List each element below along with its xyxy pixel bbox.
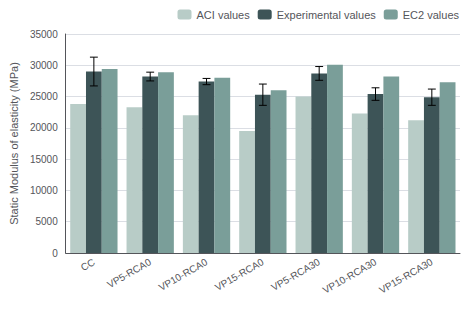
svg-text:25000: 25000 [30, 91, 58, 102]
svg-text:VP15-RCA0: VP15-RCA0 [213, 256, 266, 293]
svg-text:10000: 10000 [30, 185, 58, 196]
svg-text:0: 0 [52, 248, 58, 259]
svg-text:Experimental values: Experimental values [277, 9, 377, 21]
svg-text:35000: 35000 [30, 29, 58, 40]
svg-text:ACI values: ACI values [197, 9, 251, 21]
svg-text:5000: 5000 [35, 216, 58, 227]
svg-text:15000: 15000 [30, 154, 58, 165]
svg-text:VP5-RCA30: VP5-RCA30 [269, 256, 322, 293]
svg-text:EC2 values: EC2 values [403, 9, 460, 21]
svg-text:30000: 30000 [30, 60, 58, 71]
svg-text:VP5-RCA0: VP5-RCA0 [105, 256, 153, 290]
svg-text:VP10-RCA0: VP10-RCA0 [157, 256, 210, 293]
svg-text:20000: 20000 [30, 122, 58, 133]
svg-text:VP15-RCA30: VP15-RCA30 [377, 256, 435, 296]
svg-text:VP10-RCA30: VP10-RCA30 [321, 256, 379, 296]
svg-text:Static Modulus of elasticity (: Static Modulus of elasticity (MPa) [8, 62, 20, 225]
svg-text:CC: CC [79, 256, 97, 273]
